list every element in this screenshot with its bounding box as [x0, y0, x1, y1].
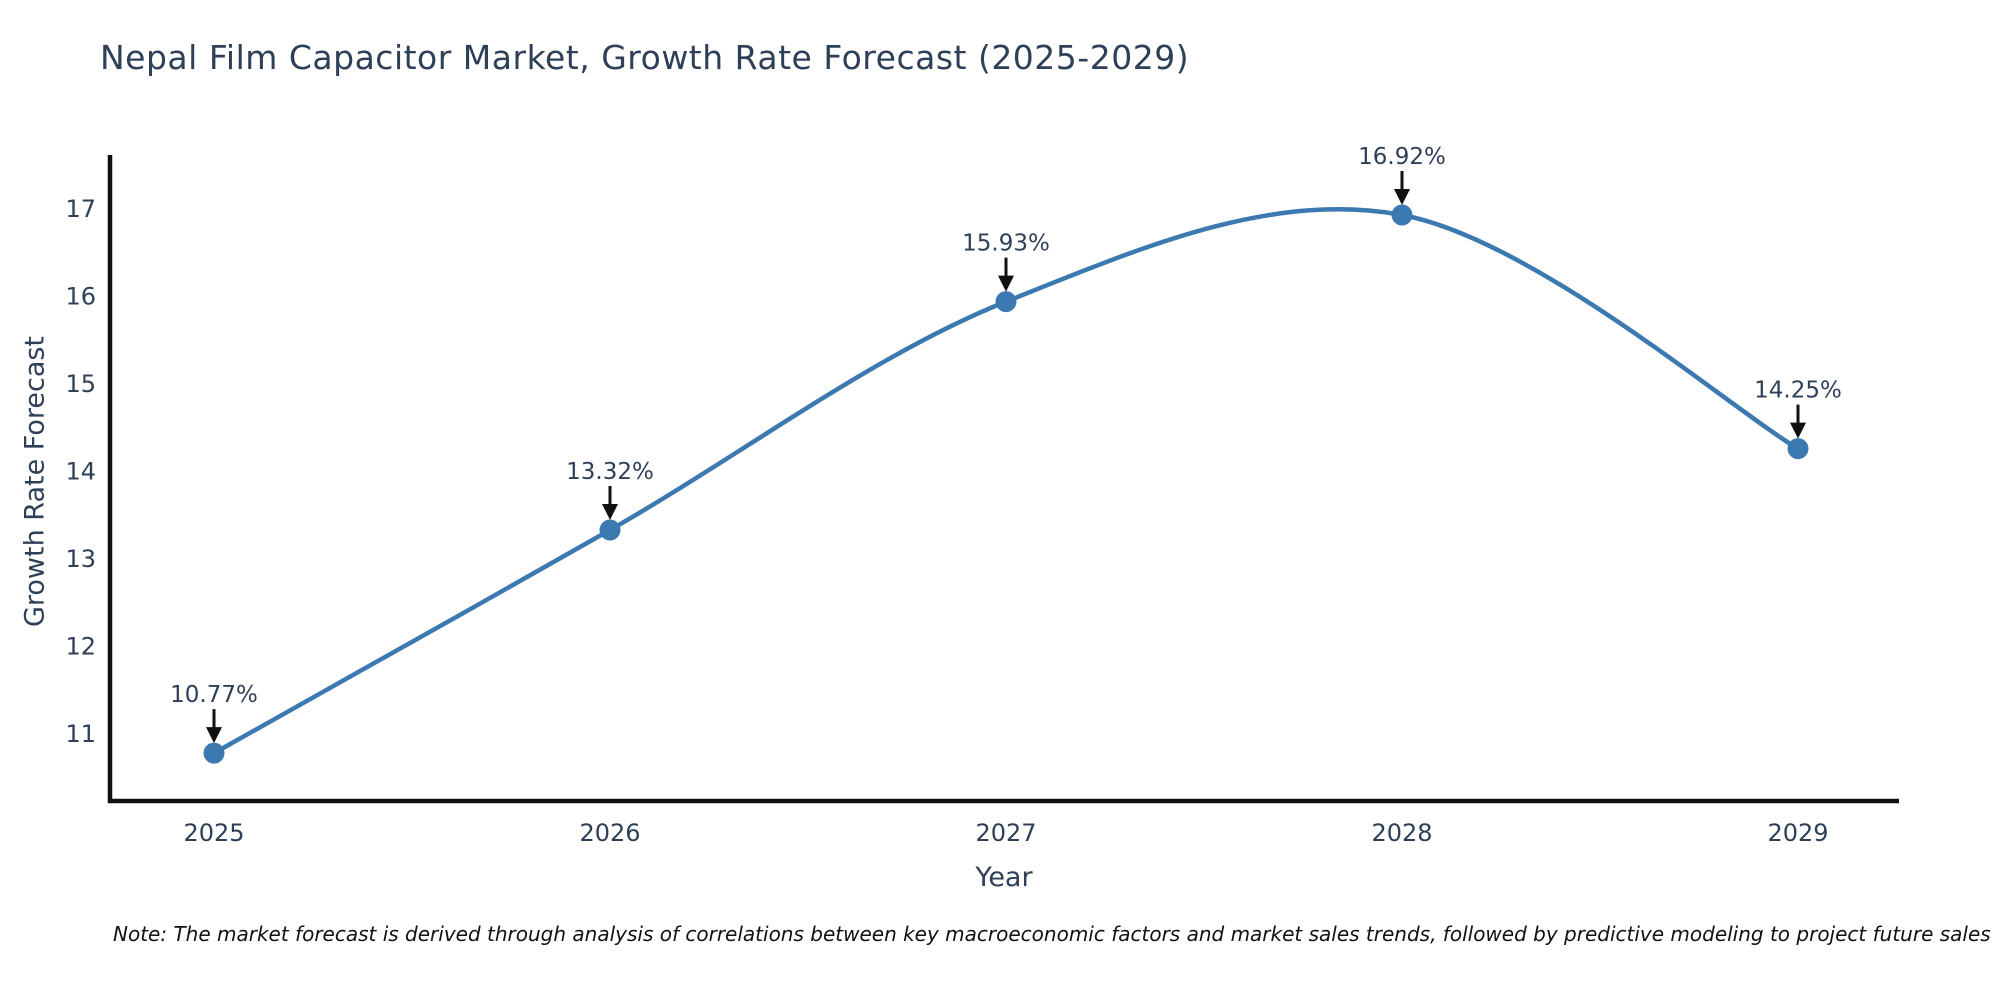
data-point-marker: [599, 519, 621, 541]
data-point-marker: [995, 291, 1017, 313]
data-label: 15.93%: [962, 231, 1050, 257]
footnote: Note: The market forecast is derived thr…: [113, 922, 1991, 946]
x-tick-label: 2027: [975, 819, 1036, 847]
y-tick-label: 11: [65, 720, 96, 748]
annotation-arrowhead: [998, 275, 1014, 292]
data-label: 10.77%: [170, 682, 258, 708]
data-label: 14.25%: [1754, 378, 1842, 404]
y-tick-label: 17: [65, 195, 96, 223]
annotation-arrowhead: [1790, 422, 1806, 439]
data-point-marker: [1391, 204, 1413, 226]
y-tick-label: 16: [65, 283, 96, 311]
x-tick-label: 2029: [1767, 819, 1828, 847]
x-tick-label: 2028: [1371, 819, 1432, 847]
x-tick-label: 2025: [183, 819, 244, 847]
chart-title: Nepal Film Capacitor Market, Growth Rate…: [100, 38, 1190, 77]
y-tick-label: 13: [65, 545, 96, 573]
data-label: 16.92%: [1358, 144, 1446, 170]
data-label: 13.32%: [566, 459, 654, 485]
annotation-arrowhead: [602, 504, 618, 520]
y-tick-label: 15: [65, 370, 96, 398]
annotation-arrowhead: [1394, 189, 1410, 205]
data-point-marker: [1787, 438, 1809, 460]
annotation-arrowhead: [206, 727, 222, 744]
y-tick-label: 14: [65, 458, 96, 486]
data-point-marker: [203, 742, 225, 764]
x-axis-title: Year: [975, 862, 1033, 893]
y-tick-label: 12: [65, 633, 96, 661]
x-tick-label: 2026: [579, 819, 640, 847]
